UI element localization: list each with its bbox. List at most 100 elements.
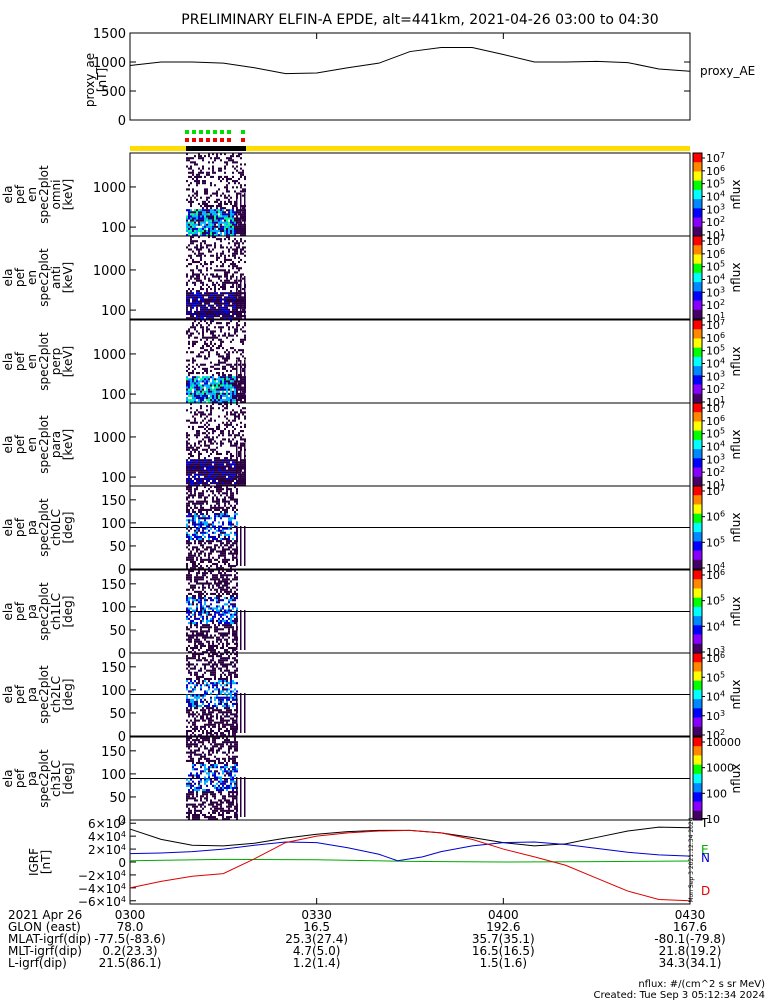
spectrogram-cell [234,394,236,397]
spectrogram-cell [224,382,226,385]
spectrogram-cell [244,338,246,341]
spectrogram-cell [206,232,208,235]
spectrogram-cell [188,809,190,812]
spectrogram-cell [234,281,236,284]
spectrogram-cell [228,705,230,708]
spectrogram-cell [234,436,236,439]
spectrogram-cell [238,484,240,487]
spectrogram-cell [228,322,230,325]
spectrogram-cell [222,698,224,701]
spectrogram-cell [228,363,230,366]
spectrogram-cell [230,494,232,497]
spectrogram-cell [234,461,236,464]
spectrogram-cell [232,597,234,600]
spectrogram-cell [202,626,204,629]
spectrogram-cell [208,232,210,235]
y-tick-label: 50 [109,624,126,639]
spectrogram-cell [190,275,192,278]
spectrogram-cell [224,533,226,536]
spectrogram-cell [190,651,192,654]
spectrogram-cell [200,550,202,553]
spectrogram-cell [198,576,200,579]
spectrogram-cell [220,269,222,272]
spectrogram-cell [230,626,232,629]
spectrogram-cell [206,768,208,771]
spectrogram-cell [232,267,234,270]
spectrogram-cell [186,227,188,230]
spectrogram-cell [192,376,194,379]
spectrogram-cell [204,473,206,476]
y-tick-label: 0 [118,647,126,662]
spectrogram-cell [226,709,228,712]
spectrogram-cell [202,803,204,806]
spectrogram-cell [206,328,208,331]
spectrogram-cell [228,496,230,499]
spectrogram-cell [186,229,188,233]
spectrogram-cell [220,778,222,781]
spectrogram-cell [242,252,244,255]
spectrogram-cell [240,267,242,270]
spectrogram-cell [192,315,194,318]
spectrogram-cell [200,705,202,708]
spectrogram-cell [200,205,202,208]
spectrogram-cell [186,498,188,501]
spectrogram-cell [222,554,224,557]
spectrogram-cell [188,663,190,666]
spectrogram-cell [210,386,212,389]
spectrogram-cell [194,816,196,819]
spectrogram-cell [222,542,224,545]
spectrogram-cell [220,342,222,345]
spectrogram-cell [214,392,216,395]
spectrogram-cell [242,234,244,237]
spectrogram-cell [190,782,192,785]
spectrogram-cell [204,768,206,771]
spectrogram-cell [200,285,202,289]
spectrogram-cell [194,818,196,821]
spectrogram-cell [214,732,216,735]
spectrogram-cell [190,791,192,794]
spectrogram-cell [228,190,230,193]
spectrogram-cell [234,517,236,520]
spectrogram-cell [228,401,230,404]
spectrogram-cell [208,803,210,806]
colorbar-segment [693,467,702,478]
spectrogram-cell [190,707,192,710]
spectrogram-cell [186,294,188,297]
spectrogram-cell [226,592,228,595]
y-axis-label-line: [keV] [61,262,75,293]
spectrogram-cell [188,570,190,573]
spectrogram-cell [204,519,206,522]
colorbar-segment [693,347,702,358]
spectrogram-cell [218,296,220,299]
spectrogram-cell [214,213,216,216]
spectrogram-cell [210,473,212,476]
spectrogram-cell [198,510,200,514]
spectrogram-cell [220,807,222,810]
spectrogram-cell [220,813,222,817]
spectrogram-cell [200,576,202,579]
spectrogram-cell [206,496,208,499]
spectrogram-cells [186,570,246,654]
spectrogram-cell [194,510,196,514]
spectrogram-cell [218,500,220,503]
spectrogram-cell [208,567,210,570]
spectrogram-cell [228,332,230,335]
spectrogram-cell [242,205,244,208]
spectrogram-cell [228,732,230,735]
spectrogram-cell [232,221,234,224]
spectrogram-cell [192,281,194,284]
spectrogram-cell [238,482,240,485]
spectrogram-cell [198,570,200,573]
spectrogram-cell [186,273,188,276]
spectrogram-cell [234,250,236,253]
spectrogram-cell [206,425,208,428]
spectrogram-cell [190,378,192,381]
spectrogram-cell [190,471,192,474]
spectrogram-cell [208,215,210,218]
spectrogram-cell [226,690,228,693]
spectrogram-cell [206,816,208,819]
spectrogram-cell [208,684,210,687]
spectrogram-cell [190,386,192,389]
spectrogram-cell [220,540,222,543]
spectrogram-cell [238,394,240,397]
